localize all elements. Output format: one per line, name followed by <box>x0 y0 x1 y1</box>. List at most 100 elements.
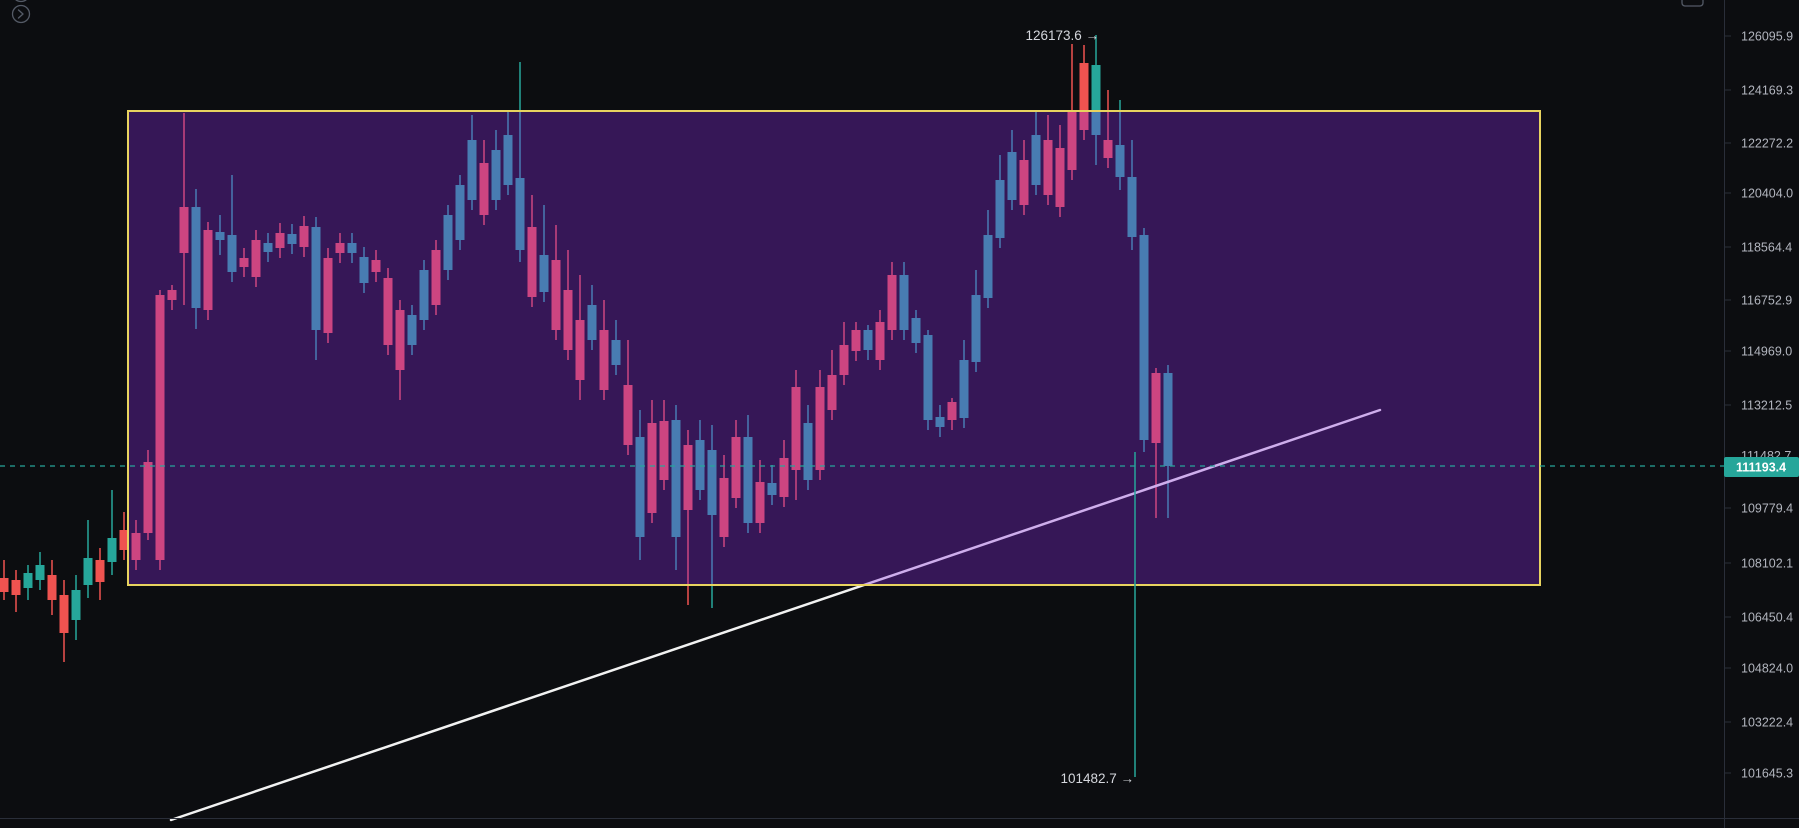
candle <box>539 205 549 302</box>
candle <box>287 224 297 254</box>
candle <box>659 400 669 490</box>
candle <box>143 450 153 540</box>
range-box[interactable] <box>127 110 1541 586</box>
candle <box>875 310 885 370</box>
candle <box>479 140 489 225</box>
candle <box>419 260 429 330</box>
candle <box>503 110 513 195</box>
candle <box>827 350 837 420</box>
price-axis-label: 126095.9 <box>1741 30 1793 44</box>
candle <box>167 285 177 310</box>
candle <box>851 322 861 361</box>
candle <box>791 370 801 500</box>
candle <box>1031 110 1041 195</box>
candle <box>587 285 597 350</box>
candle <box>227 175 237 282</box>
candle <box>455 175 465 250</box>
candle <box>83 520 93 598</box>
candle <box>959 340 969 428</box>
candle <box>1079 45 1089 140</box>
candle <box>1115 100 1125 190</box>
candle <box>359 247 369 293</box>
screenshot-button[interactable] <box>1681 0 1704 7</box>
candle <box>803 405 813 490</box>
candle <box>0 560 9 600</box>
candle <box>395 300 405 400</box>
rounded-square-icon <box>1681 0 1704 7</box>
candle <box>335 233 345 263</box>
candle <box>1103 90 1113 168</box>
candle <box>239 248 249 277</box>
price-axis-label: 124169.3 <box>1741 84 1793 98</box>
candle <box>647 400 657 523</box>
candle <box>35 552 45 590</box>
candle <box>911 310 921 353</box>
candle <box>995 155 1005 248</box>
candle <box>563 250 573 360</box>
candle <box>635 410 645 560</box>
candle <box>347 233 357 263</box>
price-axis-label: 108102.1 <box>1741 557 1793 571</box>
candle <box>383 268 393 355</box>
candle <box>1139 228 1149 452</box>
candle <box>887 262 897 340</box>
candle <box>767 465 777 505</box>
candle <box>755 460 765 533</box>
candle <box>71 575 81 640</box>
candle <box>695 420 705 500</box>
price-axis-label: 114969.0 <box>1741 345 1792 359</box>
candle <box>1007 130 1017 210</box>
candle <box>923 330 933 430</box>
candle <box>1163 365 1173 518</box>
candle <box>263 233 273 262</box>
candle <box>119 512 129 560</box>
candle <box>11 570 21 612</box>
candle <box>191 189 201 329</box>
candle <box>1019 140 1029 215</box>
candle <box>23 565 33 600</box>
price-axis-label: 122272.2 <box>1741 137 1793 151</box>
candle <box>107 490 117 575</box>
price-axis-label: 103222.4 <box>1741 716 1793 730</box>
candle <box>1151 368 1161 518</box>
price-axis-label: 104824.0 <box>1741 662 1793 676</box>
trend-line[interactable] <box>169 408 1382 822</box>
candle <box>443 205 453 280</box>
candle <box>299 216 309 257</box>
candle <box>599 300 609 400</box>
candle <box>947 398 957 430</box>
candle <box>1091 35 1101 165</box>
candle <box>311 217 321 360</box>
candle <box>1127 140 1137 250</box>
candle <box>815 370 825 480</box>
candle <box>983 210 993 308</box>
expand-chevron-button[interactable] <box>11 0 31 24</box>
candle <box>623 340 633 455</box>
price-axis-ticks: 126095.9 124169.3 122272.2 120404.0 118564.4… <box>1724 30 1793 781</box>
candle <box>863 325 873 360</box>
candle <box>251 230 261 287</box>
candle <box>407 305 417 355</box>
candle <box>491 130 501 210</box>
candle <box>275 223 285 258</box>
candle <box>839 322 849 385</box>
candle <box>431 240 441 315</box>
candle <box>203 222 213 320</box>
price-axis-label: 109779.4 <box>1741 502 1793 516</box>
candle <box>155 290 165 570</box>
candle <box>1055 125 1065 217</box>
candle <box>683 430 693 605</box>
candle <box>611 320 621 375</box>
candle <box>47 560 57 615</box>
candle <box>467 115 477 210</box>
price-axis-label: 101645.3 <box>1741 767 1793 781</box>
price-axis-label: 118564.4 <box>1741 241 1792 255</box>
candle <box>671 405 681 570</box>
candle <box>731 420 741 508</box>
candle <box>59 580 69 662</box>
candle <box>575 275 585 400</box>
price-axis-label: 113212.5 <box>1741 399 1792 413</box>
